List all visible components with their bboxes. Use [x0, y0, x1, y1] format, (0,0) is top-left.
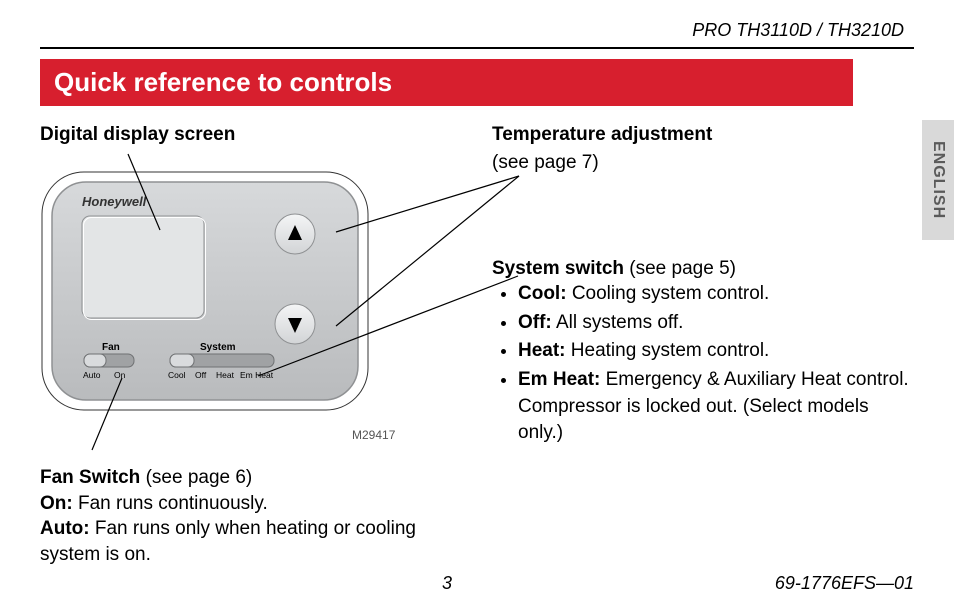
- fan-switch-title: Fan Switch: [40, 467, 140, 488]
- system-page: (see page 5): [624, 258, 736, 279]
- fan-switch-block: Fan Switch (see page 6) On: Fan runs con…: [40, 465, 462, 568]
- system-list: Cool: Cooling system control. Off: All s…: [492, 281, 914, 447]
- system-item-heat: Heat: Heating system control.: [518, 338, 914, 365]
- left-column: Digital display screen: [40, 124, 462, 568]
- right-column: Temperature adjustment (see page 7) Syst…: [492, 124, 914, 568]
- temp-page: (see page 7): [492, 150, 914, 176]
- fan-switch-page: (see page 6): [140, 467, 252, 488]
- section-banner: Quick reference to controls: [40, 59, 853, 106]
- doc-number: 69-1776EFS—01: [775, 573, 914, 594]
- language-tab-label: ENGLISH: [929, 141, 947, 219]
- system-item-off: Off: All systems off.: [518, 310, 914, 337]
- temperature-block: Temperature adjustment (see page 7): [492, 124, 914, 176]
- fan-on-label: On:: [40, 493, 73, 514]
- svg-text:Heat: Heat: [216, 370, 235, 380]
- system-title: System switch: [492, 258, 624, 279]
- svg-text:Auto: Auto: [83, 370, 101, 380]
- fan-auto-label: Auto:: [40, 518, 90, 539]
- content-columns: Digital display screen: [40, 124, 914, 568]
- digital-display-title: Digital display screen: [40, 124, 462, 146]
- system-item-cool: Cool: Cooling system control.: [518, 281, 914, 308]
- svg-text:Off: Off: [195, 370, 207, 380]
- brand-text: Honeywell: [82, 194, 147, 209]
- model-header: PRO TH3110D / TH3210D: [40, 20, 914, 47]
- thermostat-figure: Honeywell Fan Auto On: [40, 164, 462, 419]
- fan-on-text: Fan runs continuously.: [73, 493, 268, 514]
- svg-text:Cool: Cool: [168, 370, 186, 380]
- header-rule: [40, 47, 914, 49]
- svg-text:On: On: [114, 370, 126, 380]
- page-footer: 3 69-1776EFS—01: [40, 573, 914, 594]
- manual-page: PRO TH3110D / TH3210D Quick reference to…: [0, 0, 954, 608]
- svg-text:System: System: [200, 342, 236, 353]
- system-item-emheat: Em Heat: Emergency & Auxiliary Heat cont…: [518, 367, 914, 447]
- system-block: System switch (see page 5) Cool: Cooling…: [492, 256, 914, 447]
- language-tab: ENGLISH: [922, 120, 954, 240]
- figure-id: M29417: [352, 428, 395, 442]
- temp-title: Temperature adjustment: [492, 124, 914, 146]
- fan-auto-text: Fan runs only when heating or cooling sy…: [40, 518, 416, 565]
- thermostat-svg: Honeywell Fan Auto On: [40, 164, 370, 414]
- svg-text:Fan: Fan: [102, 342, 120, 353]
- page-number: 3: [442, 573, 452, 594]
- svg-text:Em Heat: Em Heat: [240, 370, 274, 380]
